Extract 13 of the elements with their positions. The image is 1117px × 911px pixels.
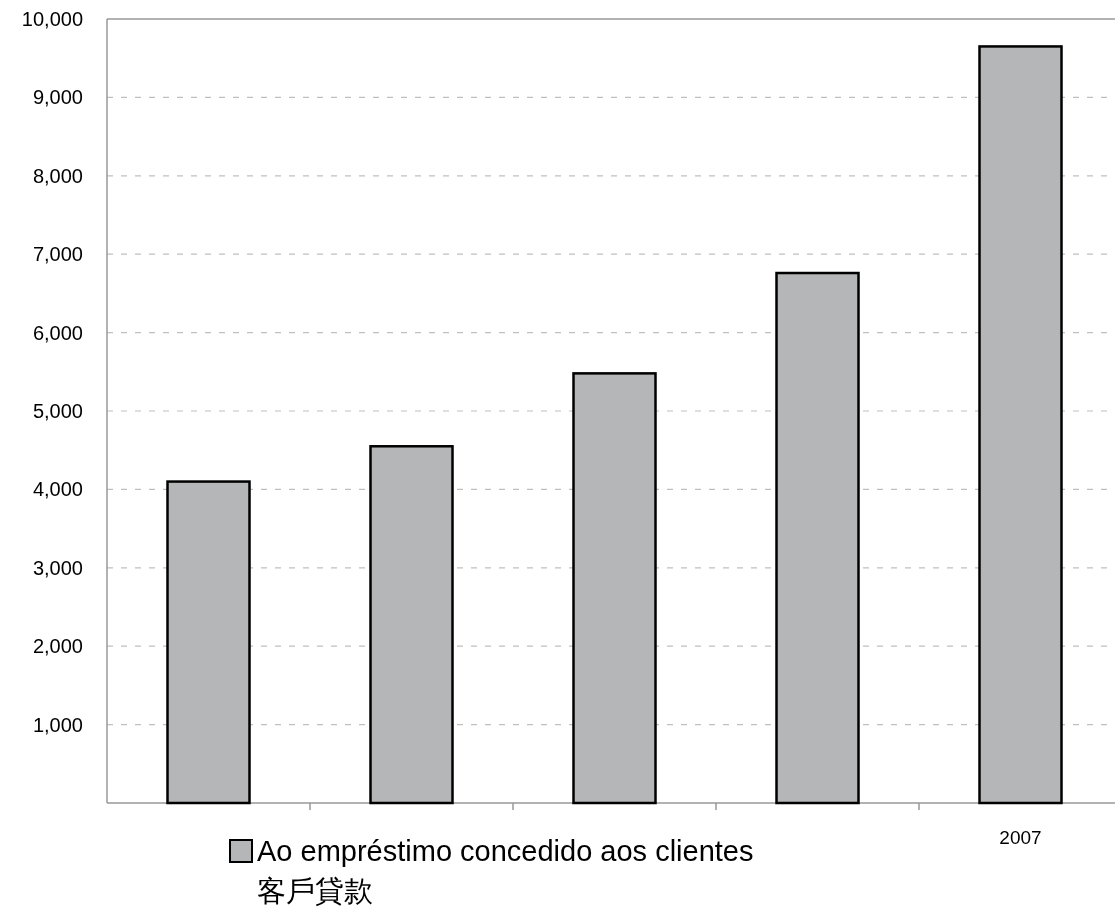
bar bbox=[369, 445, 454, 805]
y-tick-label: 9,000 bbox=[32, 86, 83, 109]
y-tick-label: 10,000 bbox=[21, 8, 83, 30]
x-tick-label: 2007 bbox=[999, 827, 1042, 848]
y-tick-label: 7,000 bbox=[32, 243, 83, 266]
y-tick-label: 6,000 bbox=[32, 321, 83, 344]
bar bbox=[775, 271, 860, 805]
y-tick-label: 5,000 bbox=[32, 400, 83, 422]
y-tick-label: 4,000 bbox=[32, 478, 83, 501]
y-tick-label: 1,000 bbox=[32, 713, 83, 736]
y-tick-label: 8,000 bbox=[32, 164, 83, 187]
y-tick-label: 3,000 bbox=[32, 556, 83, 579]
y-tick-label: 2,000 bbox=[32, 635, 83, 658]
